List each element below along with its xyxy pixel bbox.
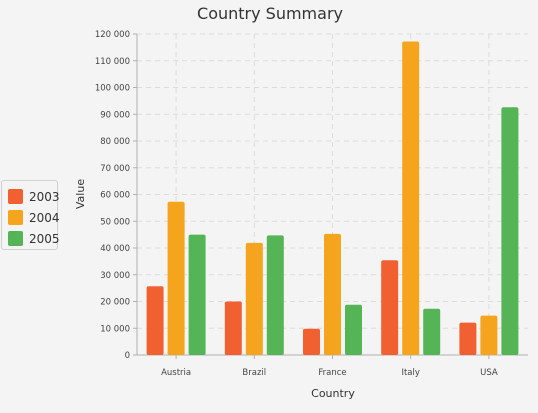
y-tick-label: 80 000 — [100, 137, 130, 147]
legend: 2003 2004 2005 — [1, 180, 60, 250]
x-tick-label: Brazil — [242, 368, 266, 378]
y-tick-label: 50 000 — [100, 217, 130, 227]
bar-austria-2003 — [146, 286, 164, 355]
legend-label: 2003 — [29, 189, 60, 204]
bar-france-2005 — [345, 304, 362, 355]
y-tick-label: 70 000 — [100, 164, 130, 174]
x-tick-label: USA — [480, 368, 498, 378]
y-tick-label: 10 000 — [100, 324, 130, 334]
bar-usa-2005 — [501, 107, 519, 355]
y-tick-label: 40 000 — [100, 244, 130, 254]
bar-italy-2003 — [381, 260, 399, 355]
y-tick-label: 20 000 — [100, 298, 130, 308]
bar-brazil-2003 — [224, 301, 242, 355]
bar-usa-2004 — [480, 315, 498, 355]
y-axis-label: Value — [74, 179, 87, 209]
y-tick-label: 60 000 — [100, 191, 130, 201]
x-axis: Austria Brazil France Italy USA — [137, 354, 528, 378]
y-tick-label: 120 000 — [95, 30, 130, 40]
bar-italy-2004 — [402, 41, 420, 356]
legend-swatch — [8, 189, 23, 204]
bar-france-2004 — [324, 233, 341, 355]
bar-france-2003 — [303, 328, 320, 355]
legend-swatch — [8, 231, 23, 246]
y-tick-label: 90 000 — [100, 110, 130, 120]
x-tick-label: Austria — [161, 368, 191, 378]
legend-label: 2004 — [29, 210, 60, 225]
y-tick-label: 100 000 — [95, 84, 130, 94]
legend-swatch — [8, 210, 23, 225]
bar-austria-2005 — [188, 234, 206, 355]
bar-usa-2003 — [459, 322, 477, 355]
bar-austria-2004 — [167, 201, 185, 355]
legend-item-2003: 2003 — [2, 186, 60, 207]
bar-brazil-2004 — [245, 242, 263, 355]
bars — [146, 41, 519, 356]
y-tick-label: 30 000 — [100, 271, 130, 281]
bar-brazil-2005 — [266, 235, 284, 355]
bar-italy-2005 — [423, 308, 441, 355]
y-tick-label: 110 000 — [95, 57, 130, 67]
legend-label: 2005 — [29, 231, 60, 246]
legend-item-2004: 2004 — [2, 207, 60, 228]
chart-title: Country Summary — [197, 4, 343, 23]
y-tick-label: 0 — [125, 351, 130, 361]
y-axis: 0 10 000 20 000 30 000 40 000 50 000 60 000 70 … — [95, 30, 138, 361]
x-tick-label: Italy — [401, 368, 419, 378]
x-axis-label: Country — [311, 387, 355, 400]
x-tick-label: France — [318, 368, 346, 378]
legend-item-2005: 2005 — [2, 228, 60, 249]
